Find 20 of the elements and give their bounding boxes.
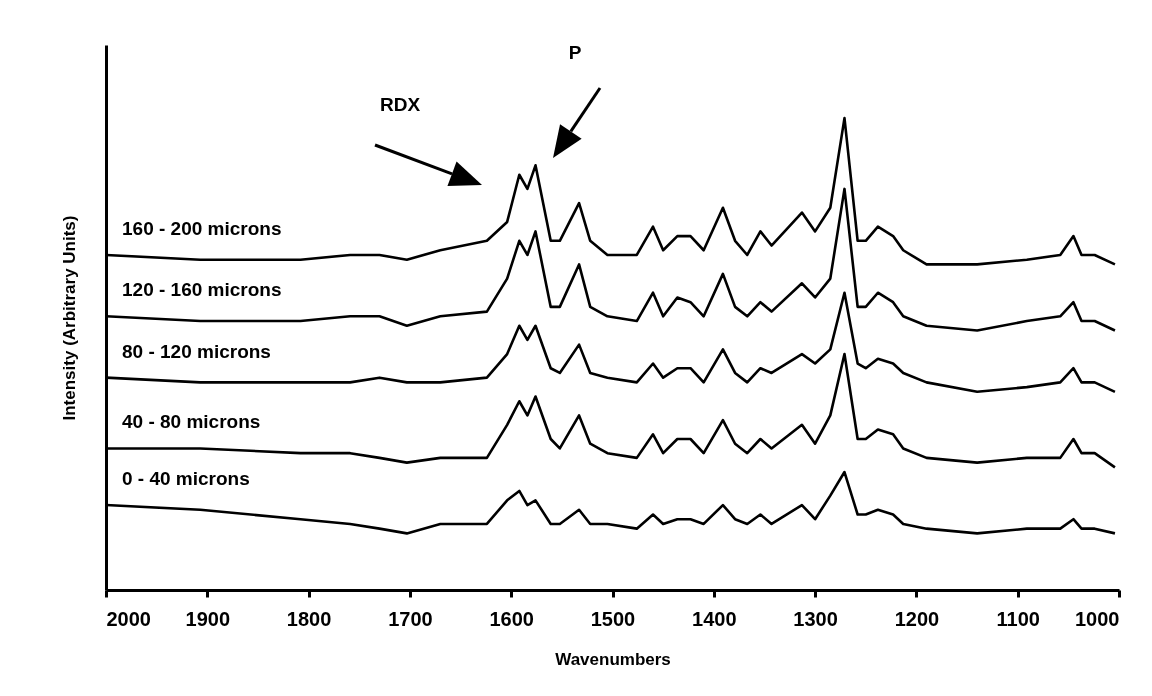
x-axis-title: Wavenumbers (555, 649, 671, 669)
x-tick-label: 1200 (894, 607, 940, 630)
series-label: 120 - 160 microns (122, 279, 282, 301)
x-tick-label: 1800 (286, 607, 332, 630)
x-tick-label: 1100 (996, 607, 1040, 630)
x-tick-label: 1500 (590, 607, 636, 630)
y-axis-title: Intensity (Arbitrary Units) (59, 215, 79, 421)
text: RDX (379, 94, 421, 115)
x-tick-label: 2000 (106, 607, 151, 630)
x-tick-label: 1900 (185, 607, 231, 630)
series-label: 0 - 40 microns (122, 468, 250, 490)
text: P (568, 42, 582, 63)
x-tick-label: 1400 (692, 607, 737, 630)
x-tick-label: 1600 (489, 607, 534, 630)
x-tick-label: 1700 (388, 607, 433, 630)
x-tick-label: 1000 (1075, 607, 1120, 630)
x-tick-label: 1300 (793, 607, 838, 630)
series-label: 80 - 120 microns (122, 340, 271, 362)
series-label: 160 - 200 microns (122, 217, 282, 239)
series-label: 40 - 80 microns (122, 411, 261, 433)
